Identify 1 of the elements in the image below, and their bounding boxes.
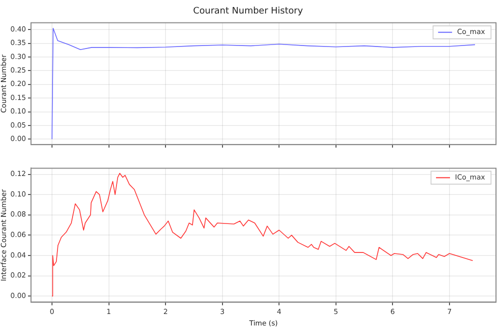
chart-title: Courant Number History (193, 6, 304, 17)
